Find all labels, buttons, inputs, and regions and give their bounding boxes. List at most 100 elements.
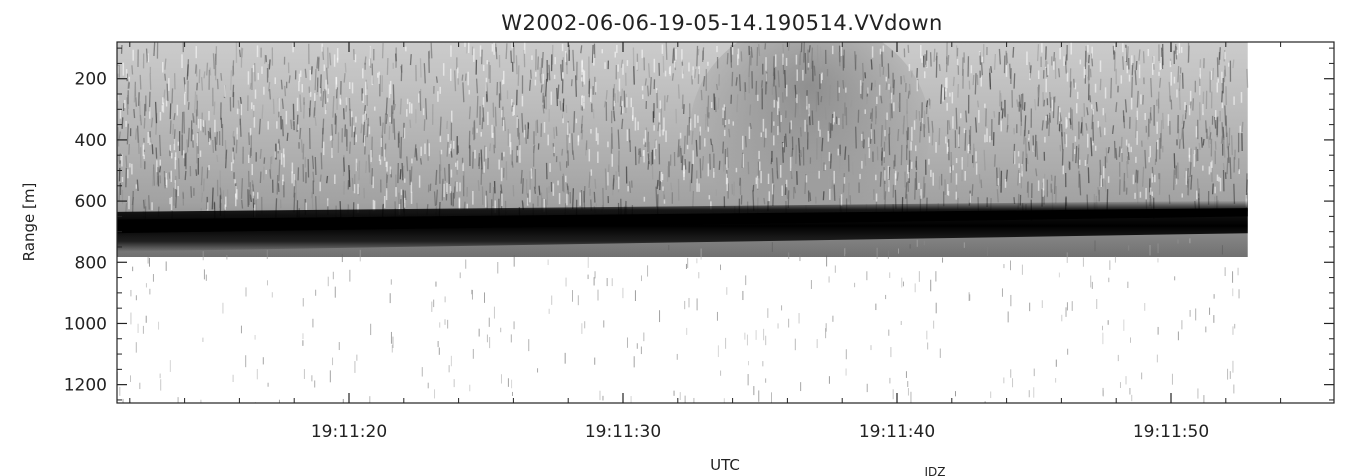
- noise-streak: [892, 79, 896, 95]
- noise-streak: [1097, 186, 1100, 195]
- noise-streak: [638, 150, 641, 164]
- noise-streak: [1209, 132, 1212, 140]
- noise-streak: [581, 129, 584, 140]
- noise-streak: [400, 65, 403, 73]
- noise-streak: [711, 144, 714, 153]
- noise-streak: [1138, 49, 1141, 61]
- noise-streak: [139, 74, 142, 90]
- noise-streak: [972, 147, 976, 168]
- noise-streak: [1134, 70, 1137, 86]
- noise-streak: [594, 178, 597, 189]
- noise-streak: [583, 190, 586, 209]
- noise-streak: [603, 100, 607, 108]
- noise-streak: [915, 156, 918, 168]
- noise-streak: [806, 124, 809, 140]
- noise-streak: [559, 100, 562, 111]
- noise-streak: [1226, 157, 1229, 175]
- noise-streak: [1227, 146, 1230, 163]
- noise-streak: [164, 73, 167, 81]
- noise-streak: [347, 203, 350, 211]
- noise-streak: [1090, 137, 1093, 157]
- y-tick-label: 600: [75, 192, 107, 212]
- noise-streak: [927, 116, 930, 134]
- noise-streak: [220, 72, 223, 81]
- noise-streak: [1049, 91, 1052, 108]
- noise-streak: [331, 124, 334, 141]
- noise-streak: [1224, 105, 1227, 126]
- noise-streak: [540, 58, 543, 75]
- noise-streak: [1218, 47, 1221, 60]
- noise-streak: [999, 93, 1003, 108]
- noise-streak: [701, 156, 704, 171]
- noise-streak: [296, 114, 299, 132]
- noise-streak: [923, 183, 926, 198]
- noise-streak: [393, 118, 396, 140]
- noise-streak: [993, 154, 996, 167]
- noise-streak: [409, 54, 412, 66]
- noise-streak: [628, 181, 632, 194]
- noise-streak: [919, 126, 922, 143]
- noise-streak: [770, 158, 773, 165]
- noise-streak: [1214, 116, 1217, 129]
- noise-streak: [1089, 95, 1092, 103]
- noise-streak: [794, 101, 797, 118]
- noise-streak: [938, 64, 941, 71]
- noise-streak: [399, 169, 402, 180]
- noise-streak: [1035, 141, 1039, 160]
- noise-streak: [842, 79, 845, 89]
- noise-streak: [312, 171, 315, 183]
- noise-streak: [761, 80, 763, 88]
- noise-streak: [476, 95, 479, 118]
- noise-streak: [194, 64, 197, 74]
- noise-streak: [774, 85, 778, 101]
- noise-streak: [620, 59, 624, 68]
- noise-streak: [286, 132, 289, 141]
- noise-streak: [707, 95, 710, 118]
- noise-streak: [1026, 153, 1029, 165]
- noise-streak: [1037, 86, 1039, 98]
- noise-streak: [200, 184, 203, 195]
- noise-streak: [870, 59, 873, 70]
- noise-streak: [1069, 118, 1072, 125]
- noise-streak: [365, 160, 368, 174]
- noise-streak: [212, 139, 215, 153]
- noise-streak: [314, 157, 317, 176]
- noise-streak: [203, 71, 206, 79]
- noise-streak: [1160, 47, 1164, 70]
- noise-streak: [722, 141, 725, 154]
- noise-streak: [980, 62, 983, 76]
- noise-streak: [224, 149, 228, 169]
- noise-streak: [777, 70, 780, 88]
- noise-streak: [699, 158, 702, 179]
- noise-streak: [743, 82, 746, 101]
- noise-streak: [540, 84, 543, 93]
- noise-streak: [1078, 173, 1082, 196]
- noise-streak: [1047, 118, 1050, 125]
- noise-streak: [511, 161, 514, 168]
- noise-streak: [880, 95, 883, 104]
- noise-streak: [1181, 114, 1184, 125]
- backscatter-image: [117, 42, 1249, 403]
- noise-streak: [996, 167, 998, 187]
- noise-streak: [281, 98, 284, 110]
- noise-streak: [1192, 98, 1195, 111]
- noise-streak: [680, 147, 683, 164]
- noise-streak: [138, 101, 142, 122]
- noise-streak: [1205, 120, 1208, 133]
- noise-streak: [1135, 117, 1138, 138]
- noise-streak: [230, 70, 233, 91]
- noise-streak: [521, 178, 524, 194]
- noise-streak: [1207, 136, 1210, 149]
- noise-streak: [332, 95, 335, 118]
- noise-streak: [1180, 128, 1183, 140]
- noise-streak: [924, 54, 927, 65]
- noise-streak: [515, 55, 518, 75]
- noise-streak: [1115, 102, 1118, 113]
- noise-streak: [239, 97, 242, 105]
- noise-streak: [1222, 126, 1225, 140]
- noise-streak: [200, 77, 204, 91]
- noise-streak: [314, 69, 317, 91]
- noise-streak: [1018, 94, 1021, 107]
- noise-streak: [351, 117, 354, 138]
- noise-streak: [1122, 56, 1125, 70]
